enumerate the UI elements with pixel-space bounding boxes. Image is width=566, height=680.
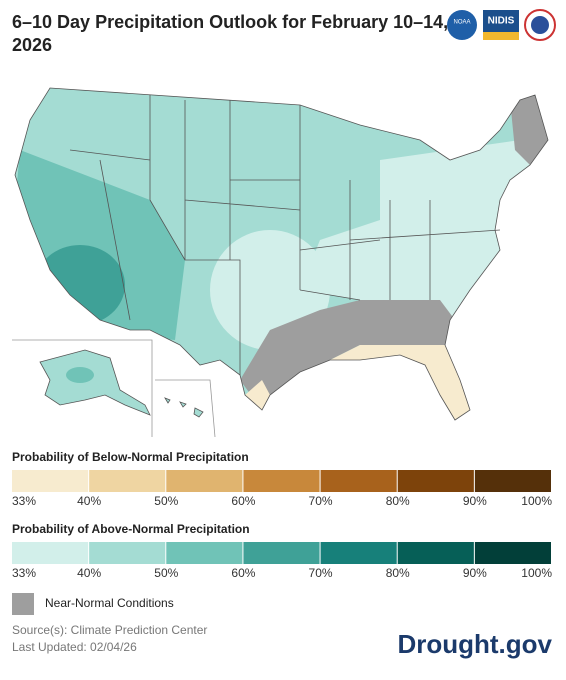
legend-label: 100% <box>521 566 552 580</box>
updated: Last Updated: 02/04/26 <box>12 640 137 654</box>
logo-text: NOAA <box>453 20 470 26</box>
alaska-inset <box>12 339 216 438</box>
legend-label: 90% <box>463 494 487 508</box>
legend-swatch <box>397 542 474 564</box>
legend-title: Probability of Below-Normal Precipitatio… <box>12 450 249 464</box>
legend-label: 33% <box>12 494 36 508</box>
near-normal-label: Near-Normal Conditions <box>45 596 174 610</box>
source: Source(s): Climate Prediction Center <box>12 623 207 637</box>
alaska <box>39 349 151 416</box>
state-lines <box>69 95 501 375</box>
legend-swatch <box>243 542 320 564</box>
legend-label: 70% <box>309 494 333 508</box>
legend-swatch <box>12 470 89 492</box>
legend-swatch <box>89 542 166 564</box>
legend-label: 90% <box>463 566 487 580</box>
legend-label: 33% <box>12 566 36 580</box>
inset-border <box>155 379 216 438</box>
noaa-logo <box>447 10 477 40</box>
alaska-above-50 <box>66 367 94 383</box>
legend-label: 60% <box>231 566 255 580</box>
legend-label: 60% <box>231 494 255 508</box>
legend-label: 70% <box>309 566 333 580</box>
legend-swatch <box>397 470 474 492</box>
legend-swatch <box>320 470 397 492</box>
legend-swatch <box>474 470 551 492</box>
legend-swatch <box>243 470 320 492</box>
legend-label: 80% <box>386 494 410 508</box>
title: 6–10 Day Precipitation Outlook for Febru… <box>12 12 448 32</box>
legend-swatch <box>166 542 243 564</box>
inset-border <box>12 339 153 437</box>
legend-swatch <box>474 542 551 564</box>
legend-swatch <box>320 542 397 564</box>
legend-swatch <box>166 470 243 492</box>
legend-title: Probability of Above-Normal Precipitatio… <box>12 522 250 536</box>
legend-label: 40% <box>77 494 101 508</box>
legend-label: 40% <box>77 566 101 580</box>
legend-swatch <box>12 542 89 564</box>
near-normal-swatch <box>12 593 34 615</box>
legend-label: 80% <box>386 566 410 580</box>
legend-label: 50% <box>154 566 178 580</box>
legend-below: 33% 40% 50% 60% 70% 80% 90% 100% <box>12 470 552 508</box>
hawaii <box>164 397 204 418</box>
logo-text: NIDIS <box>488 16 515 27</box>
nidis-logo-band <box>483 32 519 40</box>
logos: NOAA NIDIS <box>447 9 556 41</box>
near-normal <box>240 300 455 410</box>
above-60 <box>35 245 125 325</box>
brand: Drought.gov <box>397 629 552 659</box>
legend-above: 33% 40% 50% 60% 70% 80% 90% 100% <box>12 542 552 580</box>
nws-logo-inner <box>531 16 549 34</box>
conus-outline <box>14 87 549 421</box>
legend-swatch <box>89 470 166 492</box>
legend-label: 100% <box>521 494 552 508</box>
title: 2026 <box>12 35 52 55</box>
legend-label: 50% <box>154 494 178 508</box>
